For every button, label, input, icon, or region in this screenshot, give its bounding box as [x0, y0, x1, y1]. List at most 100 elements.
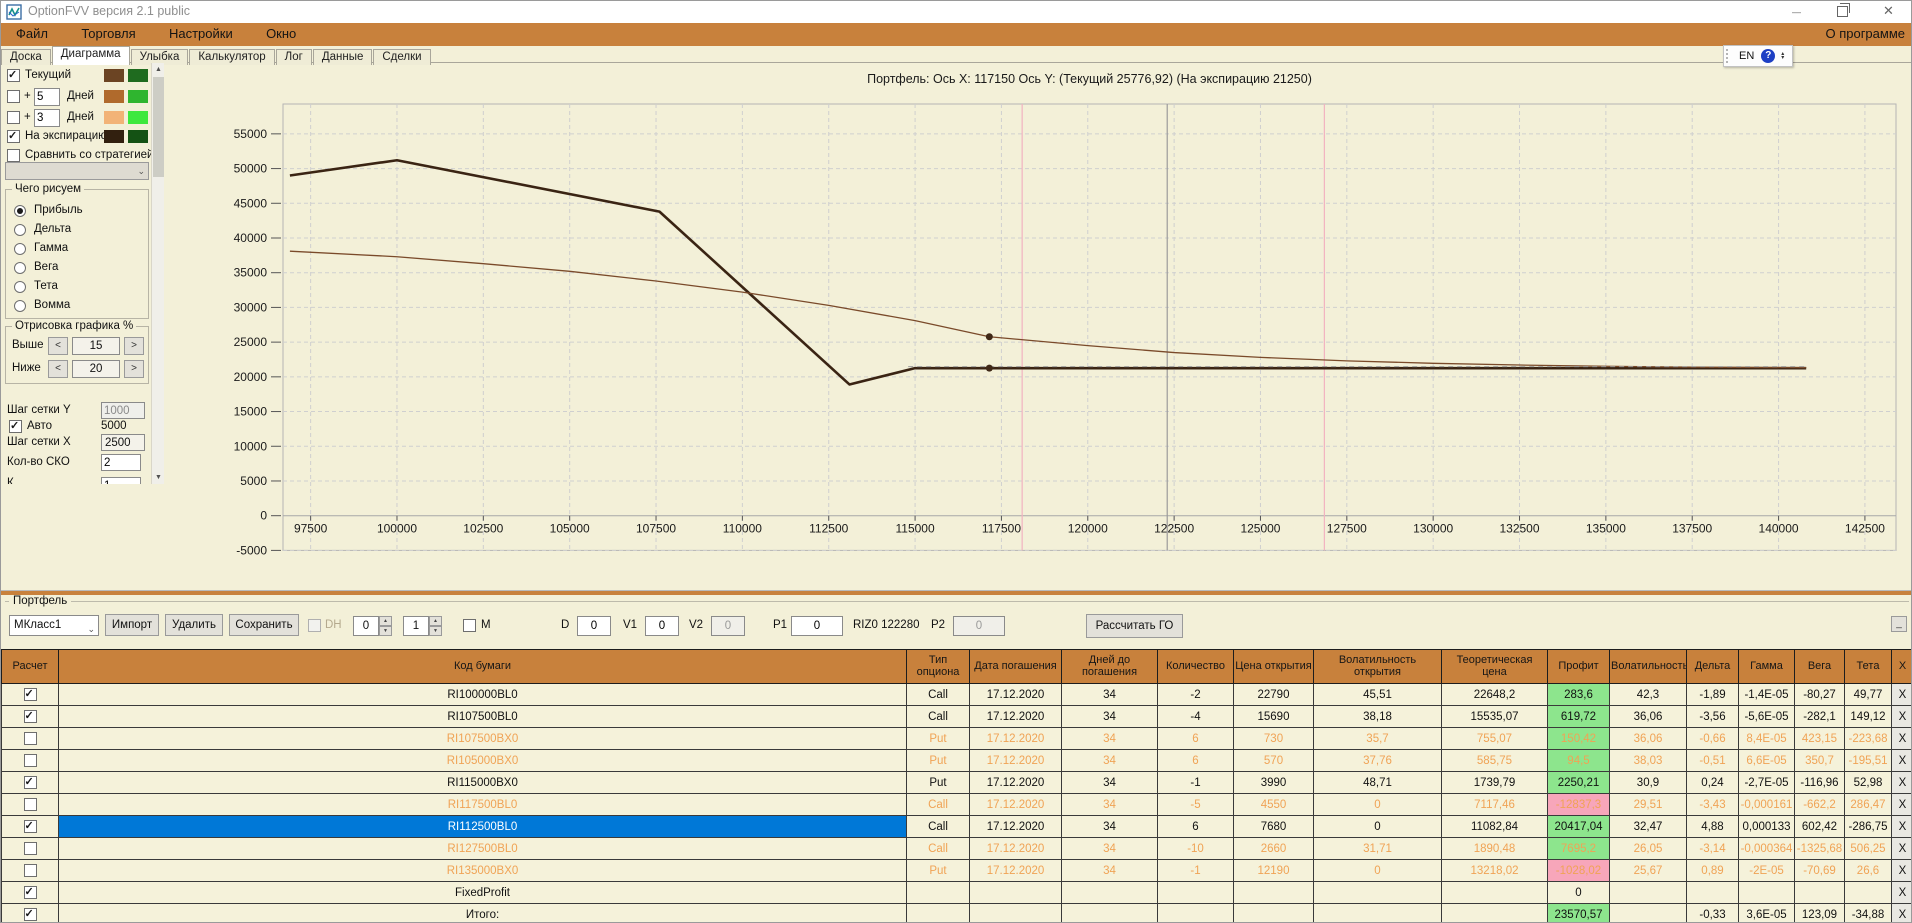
- import-button[interactable]: Импорт: [105, 614, 159, 636]
- security-code-cell[interactable]: FixedProfit: [58, 881, 907, 904]
- scroll-down-icon[interactable]: ▼: [155, 474, 162, 481]
- menu-about[interactable]: О программе: [1825, 26, 1905, 41]
- radio-icon[interactable]: [14, 224, 26, 236]
- security-code-cell[interactable]: RI117500BL0: [58, 793, 907, 816]
- spin-down-icon[interactable]: ▼: [429, 626, 442, 636]
- radio-icon[interactable]: [14, 300, 26, 312]
- row-delete-button[interactable]: X: [1891, 683, 1911, 706]
- tab-Улыбка[interactable]: Улыбка: [130, 49, 189, 65]
- spin-up-icon[interactable]: ▲: [379, 616, 392, 626]
- class-select[interactable]: МКласс1 ⌄: [9, 615, 99, 636]
- row-calc-checkbox[interactable]: [23, 754, 37, 767]
- tab-Сделки[interactable]: Сделки: [373, 49, 431, 65]
- sko-input[interactable]: [101, 454, 141, 471]
- tab-Доска[interactable]: Доска: [1, 49, 51, 65]
- expiration-color2-swatch[interactable]: [128, 130, 148, 143]
- radio-icon[interactable]: [14, 243, 26, 255]
- langbar-drag-handle[interactable]: [1726, 49, 1733, 63]
- radio-option-Вега[interactable]: Вега: [6, 259, 148, 278]
- radio-option-Дельта[interactable]: Дельта: [6, 221, 148, 240]
- security-code-cell[interactable]: RI112500BL0: [58, 815, 907, 838]
- security-code-cell[interactable]: RI105000BX0: [58, 749, 907, 772]
- plus3-color2-swatch[interactable]: [128, 111, 148, 124]
- calc-margin-button[interactable]: Рассчитать ГО: [1086, 614, 1183, 638]
- close-button[interactable]: [1866, 1, 1911, 23]
- plus5-days-input[interactable]: [34, 88, 60, 106]
- table-row[interactable]: RI115000BX0Put17.12.202034-1399048,71173…: [1, 771, 1911, 794]
- compare-strategy-checkbox[interactable]: [7, 149, 20, 162]
- tab-Данные[interactable]: Данные: [312, 49, 373, 65]
- radio-option-Гамма[interactable]: Гамма: [6, 240, 148, 259]
- v2-input[interactable]: [711, 616, 745, 636]
- table-row[interactable]: RI117500BL0 Call 17.12.2020 34 -5 4550 0 7117,4…: [1, 793, 1911, 816]
- below-increment-button[interactable]: >: [124, 360, 144, 378]
- security-code-cell[interactable]: RI100000BL0: [58, 683, 907, 706]
- language-bar[interactable]: EN ? ▴ ▾: [1723, 45, 1793, 67]
- plus5-color1-swatch[interactable]: [104, 90, 124, 103]
- row-delete-button[interactable]: X: [1891, 771, 1911, 794]
- row-delete-button[interactable]: X: [1891, 881, 1911, 904]
- above-value[interactable]: 15: [72, 337, 120, 355]
- sidebar-scrollbar[interactable]: ▲ ▼: [151, 63, 164, 484]
- row-calc-checkbox[interactable]: [23, 798, 37, 811]
- plus3-days-input[interactable]: [34, 109, 60, 127]
- row-calc-checkbox[interactable]: [23, 819, 37, 833]
- table-row[interactable]: FixedProfit 0 X: [1, 881, 1911, 904]
- security-code-cell[interactable]: RI135000BX0: [58, 859, 907, 882]
- tab-Калькулятор[interactable]: Калькулятор: [189, 49, 275, 65]
- expiration-checkbox[interactable]: [7, 129, 20, 143]
- security-code-cell[interactable]: RI115000BX0: [58, 771, 907, 794]
- partial-input[interactable]: [101, 477, 141, 484]
- m-checkbox[interactable]: [463, 619, 476, 632]
- row-delete-button[interactable]: X: [1891, 837, 1911, 860]
- grid-y-input[interactable]: [101, 402, 145, 419]
- tab-Лог[interactable]: Лог: [275, 49, 312, 65]
- table-row[interactable]: RI107500BL0Call17.12.202034-41569038,181…: [1, 705, 1911, 728]
- security-code-cell[interactable]: RI107500BL0: [58, 705, 907, 728]
- plus3-color1-swatch[interactable]: [104, 111, 124, 124]
- security-code-cell[interactable]: RI127500BL0: [58, 837, 907, 860]
- scroll-up-icon[interactable]: ▲: [155, 66, 162, 73]
- panel-splitter[interactable]: [1, 590, 1911, 595]
- radio-icon[interactable]: [14, 281, 26, 293]
- grid-x-input[interactable]: 2500: [101, 434, 145, 451]
- row-calc-checkbox[interactable]: [23, 864, 37, 877]
- security-code-cell[interactable]: Итого:: [58, 903, 907, 922]
- table-row[interactable]: RI135000BX0 Put 17.12.2020 34 -1 12190 0 13218,…: [1, 859, 1911, 882]
- above-decrement-button[interactable]: <: [48, 337, 68, 355]
- row-calc-checkbox[interactable]: [23, 732, 37, 745]
- table-row[interactable]: RI105000BX0 Put 17.12.2020 34 6 570 37,76 585,7…: [1, 749, 1911, 772]
- table-row[interactable]: RI112500BL0Call17.12.20203467680011082,8…: [1, 815, 1911, 838]
- tab-Диаграмма[interactable]: Диаграмма: [51, 46, 130, 65]
- spin-down-icon[interactable]: ▼: [379, 626, 392, 636]
- radio-option-Прибыль[interactable]: Прибыль: [6, 202, 148, 221]
- row-calc-checkbox[interactable]: [23, 775, 37, 789]
- radio-option-Тета[interactable]: Тета: [6, 278, 148, 297]
- above-increment-button[interactable]: >: [124, 337, 144, 355]
- row-delete-button[interactable]: X: [1891, 727, 1911, 750]
- row-delete-button[interactable]: X: [1891, 749, 1911, 772]
- table-row[interactable]: RI107500BX0 Put 17.12.2020 34 6 730 35,7 755,07…: [1, 727, 1911, 750]
- security-code-cell[interactable]: RI107500BX0: [58, 727, 907, 750]
- profit-chart-svg[interactable]: -5000 0 5000 10000 15000 20000 25000 30000 35000…: [164, 63, 1912, 590]
- menu-trading[interactable]: Торговля: [81, 26, 136, 41]
- radio-icon[interactable]: [14, 262, 26, 274]
- row-delete-button[interactable]: X: [1891, 793, 1911, 816]
- plus5-checkbox[interactable]: [7, 90, 20, 103]
- delete-button[interactable]: Удалить: [165, 614, 223, 636]
- profit-chart[interactable]: -5000 0 5000 10000 15000 20000 25000 30000 35000…: [164, 63, 1912, 590]
- below-decrement-button[interactable]: <: [48, 360, 68, 378]
- radio-option-Вомма[interactable]: Вомма: [6, 297, 148, 316]
- langbar-options-icon[interactable]: ▴ ▾: [1781, 51, 1785, 61]
- d-input[interactable]: [577, 616, 611, 636]
- row-delete-button[interactable]: X: [1891, 705, 1911, 728]
- restore-button[interactable]: [1820, 1, 1865, 23]
- menu-file[interactable]: Файл: [16, 26, 48, 41]
- current-color1-swatch[interactable]: [104, 69, 124, 82]
- save-button[interactable]: Сохранить: [229, 614, 299, 636]
- menu-settings[interactable]: Настройки: [168, 26, 233, 41]
- strategy-select[interactable]: ⌄: [5, 162, 149, 180]
- panel-collapse-button[interactable]: _: [1891, 616, 1907, 632]
- row-calc-checkbox[interactable]: [23, 885, 37, 899]
